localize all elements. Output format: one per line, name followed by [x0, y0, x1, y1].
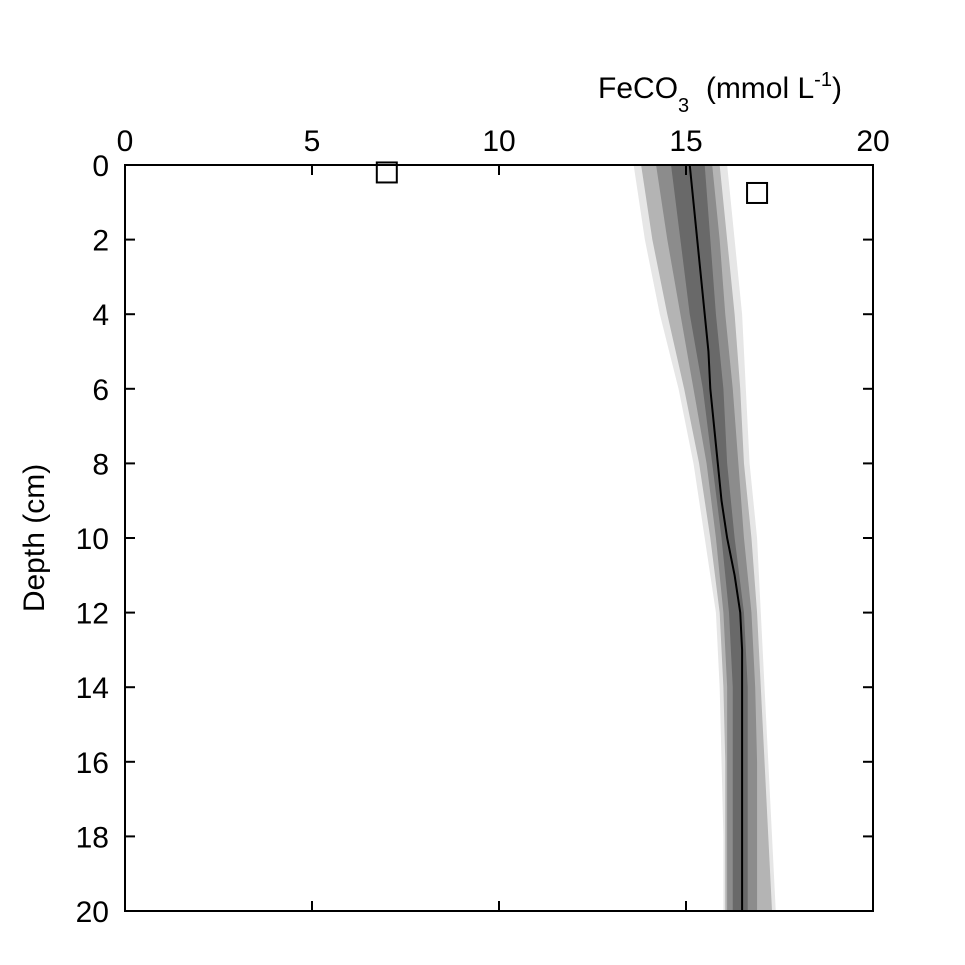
y-tick-label-8: 16 — [76, 747, 109, 780]
x-axis-title-superscript: -1 — [814, 69, 832, 91]
y-tick-label-4: 8 — [92, 448, 109, 481]
data-point-0 — [375, 161, 398, 184]
x-axis-title: FeCO3 (mmol L-1) — [598, 69, 842, 117]
y-tick-label-10: 20 — [76, 896, 109, 929]
y-tick-label-5: 10 — [76, 523, 109, 556]
x-tick-label-4: 20 — [856, 125, 889, 158]
x-axis-title-middle: (mmol L — [689, 72, 814, 105]
y-tick-label-7: 14 — [76, 672, 109, 705]
data-point-1 — [746, 181, 769, 204]
band-inner2 — [671, 165, 748, 911]
x-axis-title-subscript: 3 — [678, 95, 689, 117]
x-tick-label-0: 0 — [117, 125, 134, 158]
x-tick-label-3: 15 — [669, 125, 702, 158]
x-axis-title-main: FeCO — [598, 72, 678, 105]
y-tick-label-9: 18 — [76, 821, 109, 854]
uncertainty-bands — [633, 165, 776, 911]
y-tick-label-2: 4 — [92, 299, 109, 332]
band-inner1 — [656, 165, 758, 911]
y-axis-ticks: 0 2 4 6 8 10 12 14 16 18 20 — [76, 150, 873, 929]
x-axis-ticks: 0 5 10 15 20 — [117, 125, 890, 911]
y-tick-label-6: 12 — [76, 598, 109, 631]
y-tick-label-3: 6 — [92, 374, 109, 407]
data-lines — [688, 164, 744, 911]
y-tick-label-1: 2 — [92, 225, 109, 258]
x-axis-title-end: ) — [832, 72, 842, 105]
x-tick-label-2: 10 — [482, 125, 515, 158]
y-tick-label-0: 0 — [92, 150, 109, 183]
data-markers — [375, 161, 769, 204]
x-tick-label-1: 5 — [304, 125, 321, 158]
model-line-0 — [688, 164, 744, 911]
y-axis-title: Depth (cm) — [18, 464, 51, 612]
